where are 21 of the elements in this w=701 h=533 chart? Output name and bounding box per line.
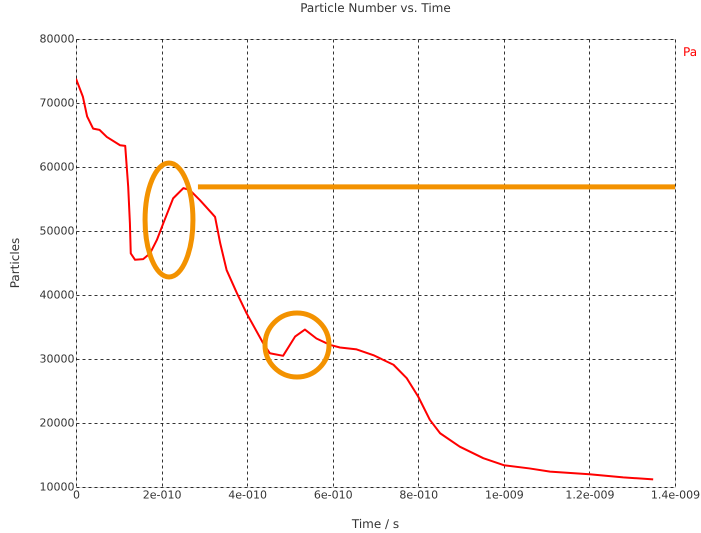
x-tick-label: 1e-009 [484, 488, 524, 502]
y-tick-label: 50000 [40, 224, 74, 238]
x-tick-label: 6e-010 [314, 488, 353, 502]
chart-title: Particle Number vs. Time [300, 1, 451, 15]
y-tick-label: 70000 [40, 96, 74, 110]
x-tick-label: 2e-010 [142, 488, 182, 502]
y-tick-label: 20000 [40, 416, 74, 430]
text: Pa [683, 45, 698, 59]
y-tick-label: 40000 [40, 288, 74, 302]
y-axis-title: Particles [8, 238, 22, 288]
y-tick-label: 80000 [40, 32, 74, 46]
line-series [76, 78, 654, 480]
x-tick-label: 0 [73, 488, 80, 502]
y-tick-label: 10000 [40, 480, 74, 494]
y-tick-label: 30000 [40, 352, 74, 366]
x-axis-title: Time / s [350, 517, 400, 531]
y-tick-label: 60000 [40, 160, 74, 174]
x-tick-label: 4e-010 [228, 488, 268, 502]
x-tick-label: 8e-010 [399, 488, 438, 502]
x-tick-label: 1.2e-009 [565, 488, 615, 502]
x-tick-label: 1.4e-009 [650, 488, 700, 502]
